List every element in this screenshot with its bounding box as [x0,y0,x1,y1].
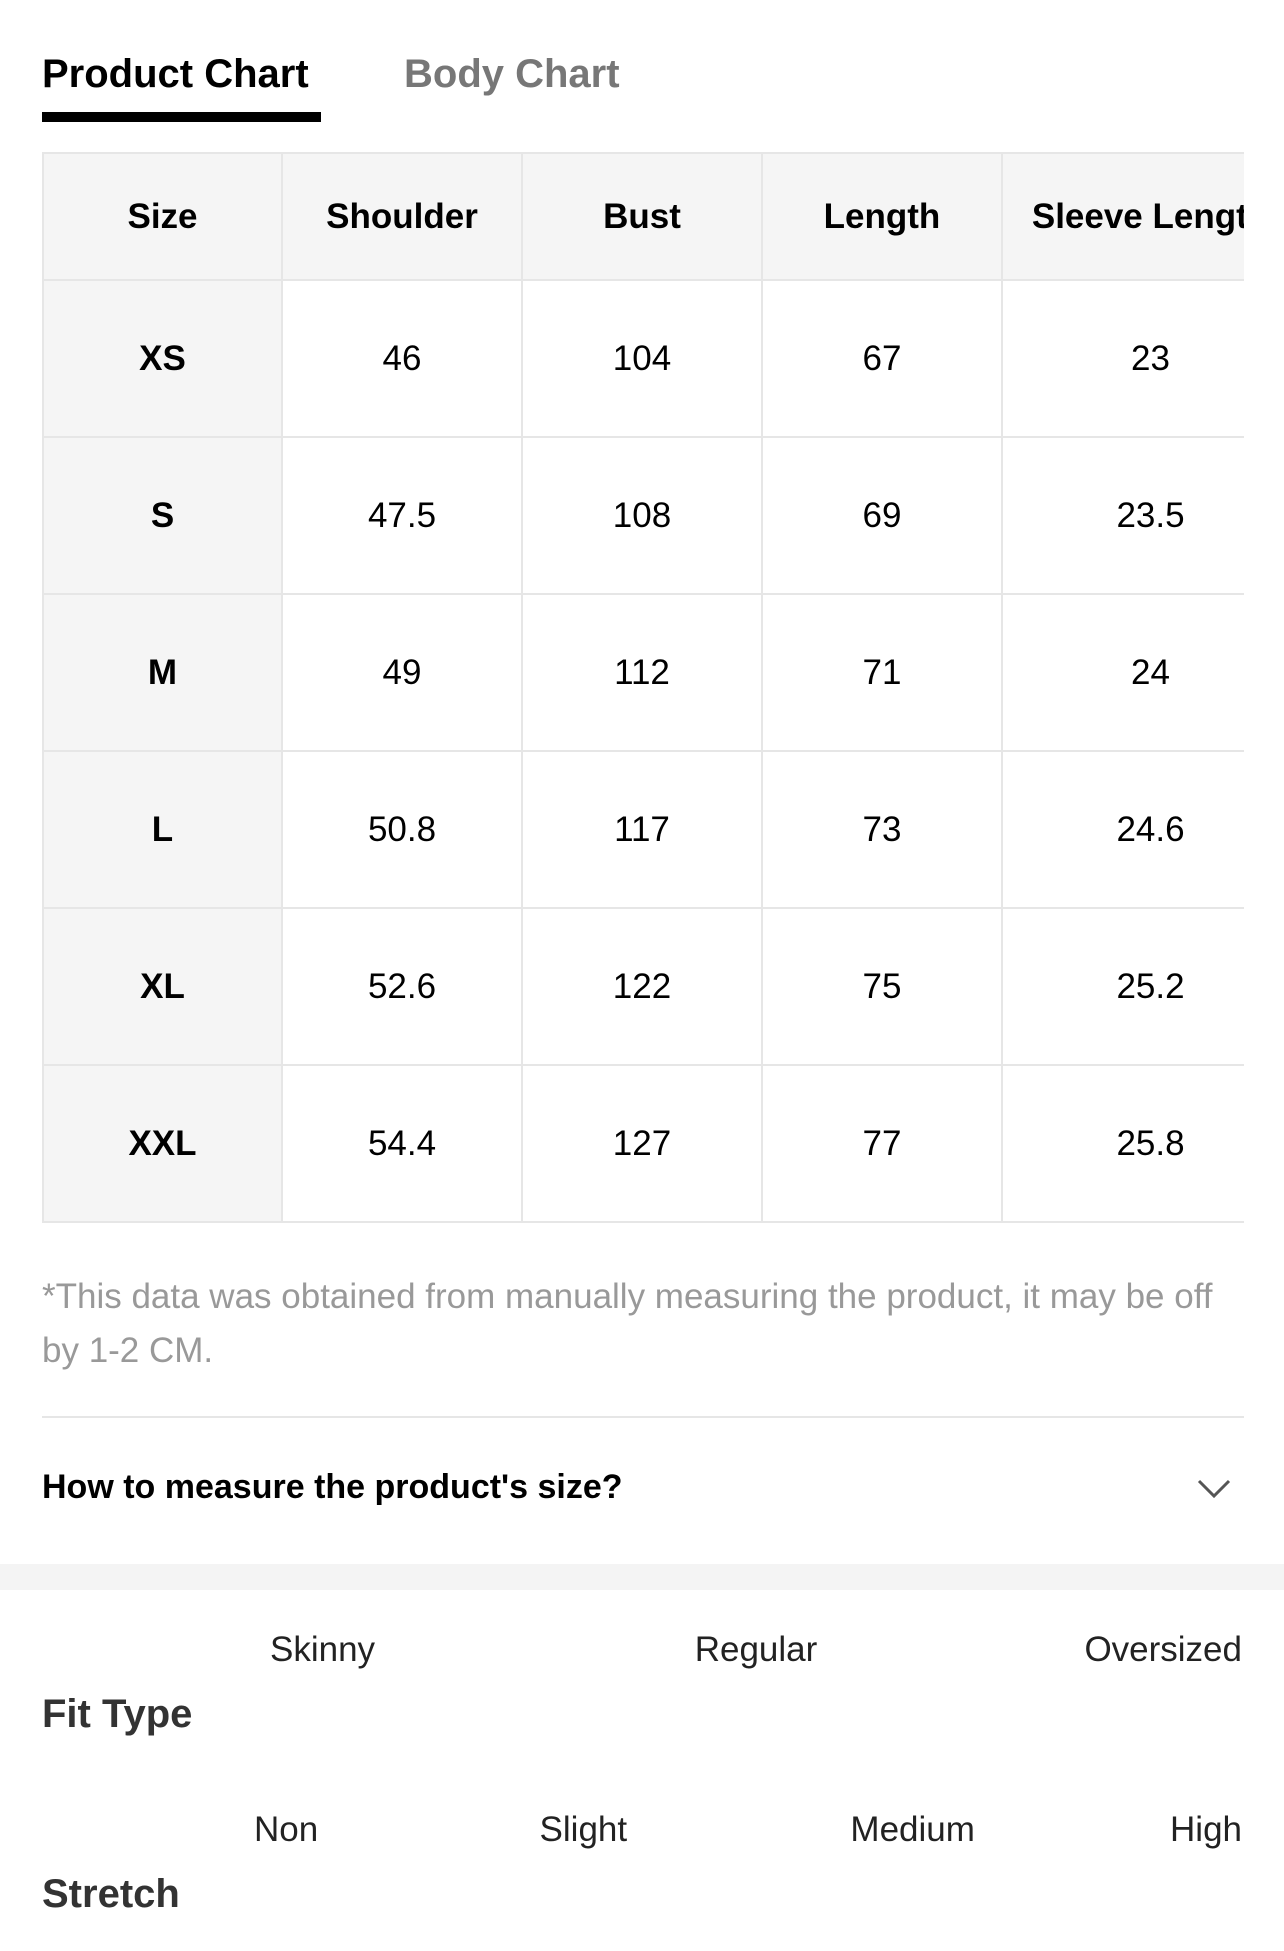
header-cell: Size [42,152,283,281]
value-cell: 67 [761,279,1003,438]
size-cell: L [42,750,283,909]
fit-scale: Skinny Regular Oversized [270,1630,1242,1740]
fit-section: Fit Type Skinny Regular Oversized [0,1630,1284,1750]
value-cell: 23 [1001,279,1244,438]
table-row: L 50.8 117 73 24.6 [42,750,1244,909]
table-row: XS 46 104 67 23 [42,279,1244,438]
size-cell: M [42,593,283,752]
table-row: XL 52.6 122 75 25.2 [42,907,1244,1066]
option-label: Regular [694,1630,818,1669]
size-cell: XS [42,279,283,438]
value-cell: 24.6 [1001,750,1244,909]
tab-underline [42,112,321,122]
accordion-title: How to measure the product's size? [42,1468,623,1506]
stretch-section: Stretch Non Slight Medium High [0,1810,1284,1930]
value-cell: 50.8 [281,750,523,909]
table-row: XXL 54.4 127 77 25.8 [42,1064,1244,1223]
header-cell: Length [761,152,1003,281]
stretch-scale: Non Slight Medium High [254,1810,1242,1920]
size-cell: XL [42,907,283,1066]
value-cell: 127 [521,1064,763,1223]
measure-accordion[interactable]: How to measure the product's size? [42,1468,1244,1516]
value-cell: 54.4 [281,1064,523,1223]
value-cell: 46 [281,279,523,438]
option-label: Slight [539,1810,628,1849]
value-cell: 104 [521,279,763,438]
option-label: Skinny [270,1630,376,1669]
value-cell: 24 [1001,593,1244,752]
size-cell: S [42,436,283,595]
fit-label: Fit Type [42,1692,193,1736]
value-cell: 71 [761,593,1003,752]
value-cell: 49 [281,593,523,752]
table-row: M 49 112 71 24 [42,593,1244,752]
value-cell: 23.5 [1001,436,1244,595]
value-cell: 75 [761,907,1003,1066]
option-label: High [1170,1810,1242,1849]
table-body: XS 46 104 67 23 S 47.5 108 69 23.5 M 49 112 71 24 L 50.8… [42,279,1244,1223]
option-label: Oversized [1084,1630,1242,1669]
chevron [1197,1479,1231,1499]
section-gap [0,1564,1284,1590]
stretch-label: Stretch [42,1872,180,1916]
table-row: S 47.5 108 69 23.5 [42,436,1244,595]
note: *This data was obtained from manually me… [42,1277,1213,1370]
value-cell: 112 [521,593,763,752]
value-cell: 77 [761,1064,1003,1223]
header-cell: Bust [521,152,763,281]
value-cell: 52.6 [281,907,523,1066]
tab-body[interactable]: Body Chart [404,52,620,96]
size-cell: XXL [42,1064,283,1223]
option-label: Non [254,1810,319,1849]
value-cell: 122 [521,907,763,1066]
divider [42,1416,1244,1418]
value-cell: 47.5 [281,436,523,595]
value-cell: 108 [521,436,763,595]
header-cell: Sleeve Length [1001,152,1244,281]
header-cell: Shoulder [281,152,523,281]
value-cell: 117 [521,750,763,909]
tab-product[interactable]: Product Chart [42,52,309,96]
value-cell: 73 [761,750,1003,909]
value-cell: 25.2 [1001,907,1244,1066]
option-label: Medium [850,1810,975,1849]
value-cell: 25.8 [1001,1064,1244,1223]
value-cell: 69 [761,436,1003,595]
